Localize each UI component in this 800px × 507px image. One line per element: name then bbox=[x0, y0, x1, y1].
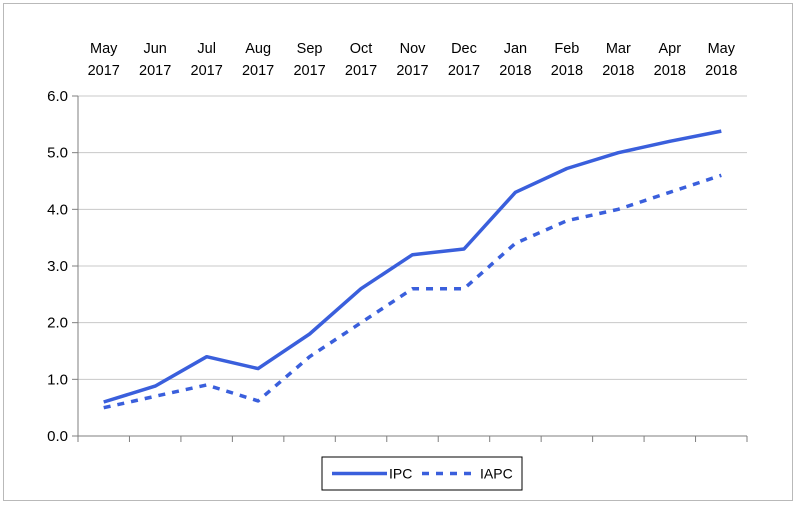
y-tick-label: 0.0 bbox=[47, 428, 68, 445]
x-category-label-year: 2017 bbox=[191, 63, 223, 79]
legend-label-iapc: IAPC bbox=[480, 466, 513, 482]
x-category-label-month: Nov bbox=[400, 41, 427, 57]
y-tick-label: 2.0 bbox=[47, 315, 68, 332]
x-category-labels: May 2017 Jun 2017 Jul 2017 Aug 2017 Sep 2017 Oct 20… bbox=[88, 41, 738, 79]
x-category-label-month: May bbox=[90, 41, 118, 57]
x-category-label-month: Oct bbox=[350, 41, 373, 57]
chart-frame bbox=[3, 3, 793, 501]
x-category-label-year: 2018 bbox=[705, 63, 737, 79]
x-category-label-year: 2017 bbox=[396, 63, 428, 79]
legend: IPC IAPC bbox=[321, 456, 523, 491]
x-category-label-month: Jul bbox=[197, 41, 216, 57]
x-category-label-month: Apr bbox=[659, 41, 682, 57]
x-category-label-month: Sep bbox=[297, 41, 323, 57]
legend-label-ipc: IPC bbox=[389, 466, 412, 482]
y-tick-labels: 0.0 1.0 2.0 3.0 4.0 5.0 6.0 bbox=[47, 88, 68, 445]
y-tick-label: 4.0 bbox=[47, 201, 68, 218]
gridlines bbox=[78, 95, 747, 380]
series-lines bbox=[103, 129, 722, 410]
series-line-ipc bbox=[103, 129, 722, 404]
x-category-label-year: 2018 bbox=[551, 63, 583, 79]
x-category-label-year: 2017 bbox=[88, 63, 120, 79]
y-tick-label: 6.0 bbox=[47, 88, 68, 105]
y-tick-label: 5.0 bbox=[47, 145, 68, 162]
x-category-label-month: Aug bbox=[245, 41, 271, 57]
x-category-label-year: 2017 bbox=[345, 63, 377, 79]
x-category-label-month: May bbox=[708, 41, 736, 57]
x-category-label-year: 2017 bbox=[242, 63, 274, 79]
x-category-label-year: 2017 bbox=[293, 63, 325, 79]
x-category-label-month: Dec bbox=[451, 41, 477, 57]
x-category-label-month: Mar bbox=[606, 41, 631, 57]
x-category-label-year: 2018 bbox=[499, 63, 531, 79]
series-line-iapc bbox=[103, 173, 722, 410]
x-category-label-year: 2018 bbox=[602, 63, 634, 79]
x-category-label-year: 2017 bbox=[448, 63, 480, 79]
x-category-label-month: Feb bbox=[554, 41, 579, 57]
x-category-label-year: 2018 bbox=[654, 63, 686, 79]
y-tick-label: 1.0 bbox=[47, 371, 68, 388]
x-category-label-month: Jun bbox=[143, 41, 166, 57]
x-category-label-year: 2017 bbox=[139, 63, 171, 79]
axes bbox=[72, 95, 748, 442]
x-category-label-month: Jan bbox=[504, 41, 527, 57]
y-tick-label: 3.0 bbox=[47, 258, 68, 275]
